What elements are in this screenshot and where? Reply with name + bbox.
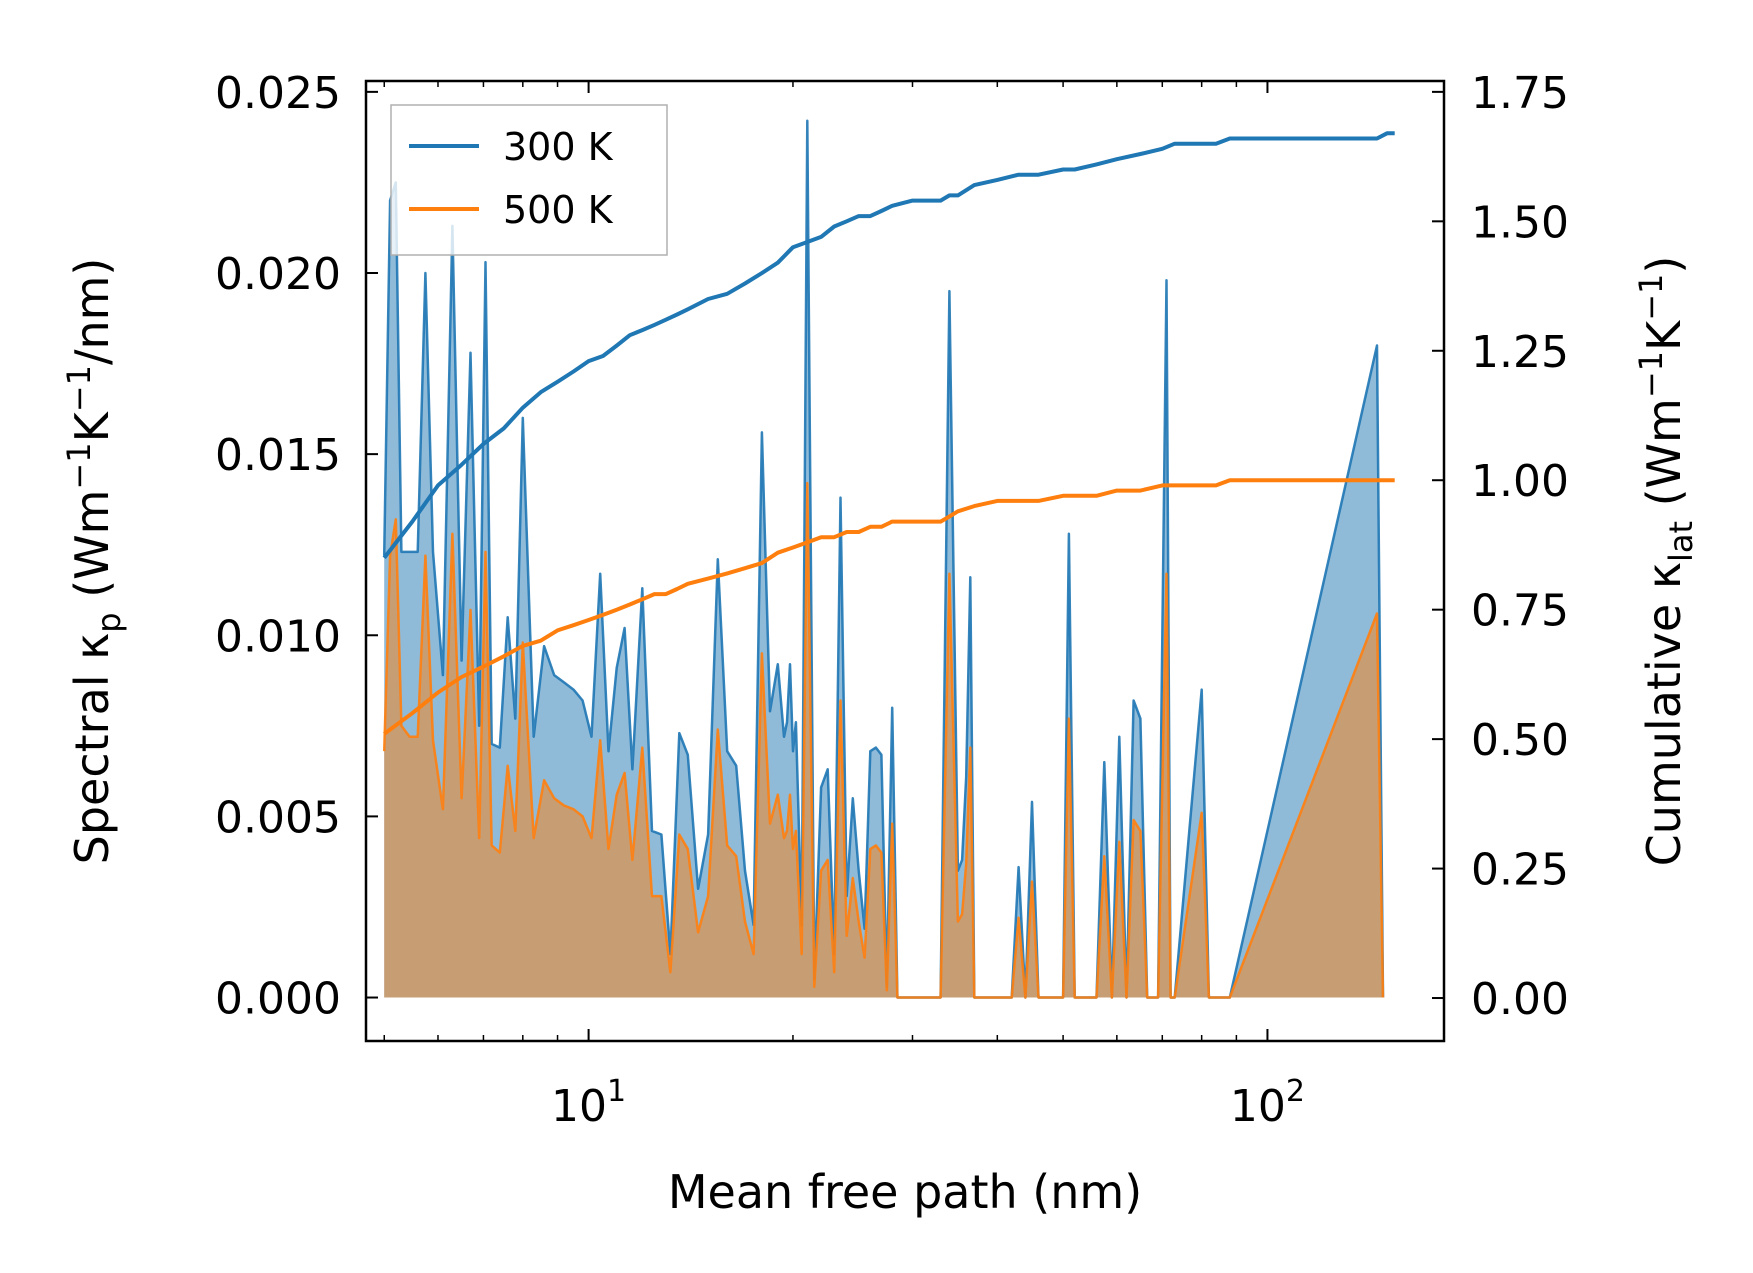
y-left-title-unit-prefix: (Wm: [65, 490, 119, 613]
spectral-line-500k: [382, 481, 1385, 999]
x-axis-title: Mean free path (nm): [668, 1165, 1142, 1219]
legend-label-300k: 300 K: [503, 125, 614, 169]
y-right-tick-label-1: 0.25: [1471, 845, 1569, 896]
plot-frame: [364, 79, 1446, 1043]
ticks-layer: 0.000 0.005 0.010 0.015 0.020 0.025 0.00 0.25 0.…: [215, 68, 1569, 1132]
y-left-title-unit-suffix: /nm): [65, 258, 119, 365]
legend: 300 K 500 K: [390, 104, 668, 256]
y-axis-title-right: Cumulative κlat (Wm−1K−1): [1632, 256, 1700, 867]
series-layer: [382, 119, 1395, 999]
y-right-tick-label-4: 1.00: [1471, 456, 1569, 507]
y-left-tick-label-0: 0.000: [215, 974, 341, 1025]
y-left-title-sub: p: [90, 612, 128, 632]
y-left-tick-label-3: 0.015: [215, 430, 341, 481]
y-right-title-unit-suffix: ): [1637, 256, 1691, 274]
y-right-tick-label-6: 1.50: [1471, 197, 1569, 248]
legend-label-500k: 500 K: [503, 188, 614, 232]
y-left-tick-label-2: 0.010: [215, 611, 341, 662]
y-right-title-sup1: −1: [1632, 351, 1670, 398]
y-right-tick-label-3: 0.75: [1471, 586, 1569, 637]
y-right-tick-label-2: 0.50: [1471, 715, 1569, 766]
x-tick-label-base-0: 10: [551, 1081, 607, 1132]
y-left-tick-label-5: 0.025: [215, 68, 341, 119]
legend-box: [390, 104, 668, 256]
y-left-title-sup1: −1: [60, 442, 98, 489]
y-right-title-sup2: −1: [1632, 274, 1670, 321]
y-left-tick-label-1: 0.005: [215, 792, 341, 843]
x-tick-label-0: 101: [551, 1074, 626, 1132]
spectral-fill-300k: [384, 120, 1383, 998]
y-left-title-main: Spectral κ: [65, 633, 119, 865]
x-tick-label-1: 102: [1230, 1074, 1305, 1132]
y-right-tick-label-0: 0.00: [1471, 974, 1569, 1025]
x-tick-label-exp-1: 2: [1286, 1074, 1305, 1109]
y-right-tick-label-5: 1.25: [1471, 327, 1569, 378]
y-axis-title-left: Spectral κp (Wm−1K−1/nm): [60, 258, 128, 865]
x-tick-label-exp-0: 1: [607, 1074, 626, 1109]
y-right-title-unit-prefix: (Wm: [1637, 398, 1691, 521]
spectral-fill-500k: [384, 483, 1383, 998]
x-tick-label-base-1: 10: [1230, 1081, 1286, 1132]
cumulative-line-300k: [382, 131, 1395, 560]
y-left-tick-label-4: 0.020: [215, 249, 341, 300]
y-right-title-sub: lat: [1662, 521, 1700, 562]
y-right-title-mid: K: [1637, 319, 1691, 351]
y-right-title-main: Cumulative κ: [1637, 562, 1691, 866]
y-left-title-sup2: −1: [60, 365, 98, 412]
cumulative-line-500k: [383, 478, 1395, 736]
y-left-title-mid: K: [65, 410, 119, 442]
y-right-tick-label-7: 1.75: [1471, 68, 1569, 119]
